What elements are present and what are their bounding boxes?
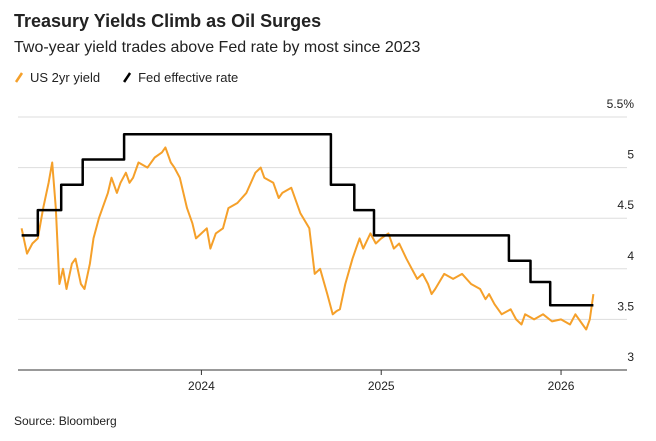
legend-swatch [123, 72, 132, 83]
x-tick-label: 2025 [368, 379, 395, 393]
x-tick-label: 2026 [548, 379, 575, 393]
legend-label: US 2yr yield [30, 70, 100, 85]
legend-label: Fed effective rate [138, 70, 238, 85]
x-tick-label: 2024 [188, 379, 215, 393]
line [20, 146, 595, 331]
chart-title: Treasury Yields Climb as Oil Surges [14, 11, 321, 31]
y-tick-label: 3.5 [617, 299, 634, 313]
source: Source: Bloomberg [14, 414, 117, 428]
chart-subtitle: Two-year yield trades above Fed rate by … [14, 39, 421, 56]
y-tick-label: 4.5 [617, 198, 634, 212]
line [21, 132, 594, 307]
y-tick-label: 3 [627, 350, 634, 364]
y-tick-label: 5.5% [607, 97, 635, 111]
y-tick-label: 4 [627, 249, 634, 263]
legend-swatch [14, 72, 24, 83]
y-tick-label: 5 [627, 148, 634, 162]
